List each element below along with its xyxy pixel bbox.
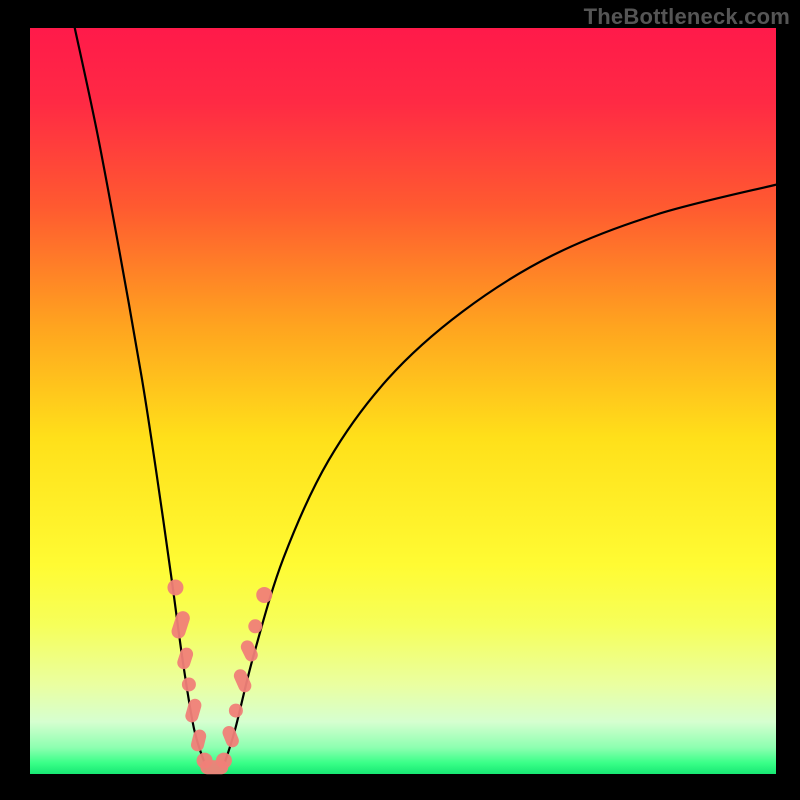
marker	[182, 677, 196, 691]
chart-stage: TheBottleneck.com	[0, 0, 800, 800]
bottleneck-chart-svg	[0, 0, 800, 800]
marker	[167, 580, 183, 596]
marker	[256, 587, 272, 603]
chart-plot-area	[30, 28, 776, 774]
marker	[248, 619, 262, 633]
marker	[216, 753, 232, 769]
marker	[229, 704, 243, 718]
watermark-text: TheBottleneck.com	[584, 4, 790, 30]
